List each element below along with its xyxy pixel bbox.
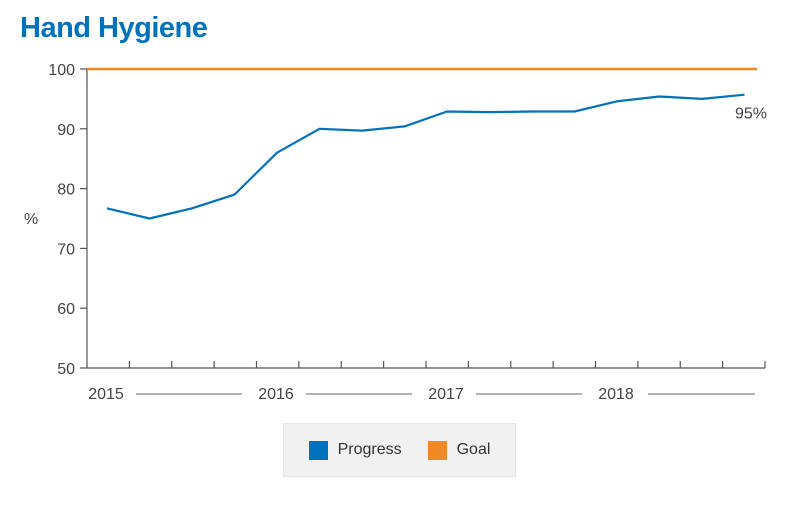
progress-series-line [106, 93, 745, 220]
chart-title: Hand Hygiene [20, 12, 208, 44]
legend-label-goal: Goal [456, 441, 491, 458]
x-tick-label-2015: 2015 [88, 386, 124, 403]
x-tick-label-2017: 2017 [428, 386, 464, 403]
y-tick-label-70: 70 [57, 241, 75, 258]
chart-legend: Progress Goal [283, 423, 516, 477]
line-chart: 50 60 70 80 90 100% 2015 2016 2017 2018 95% [24, 62, 767, 403]
x-tick-label-2018: 2018 [598, 386, 634, 403]
y-axis-label: % [24, 211, 38, 228]
y-tick-label-90: 90 [57, 122, 75, 139]
y-tick-label-50: 50 [57, 361, 75, 378]
y-tick-label-60: 60 [57, 301, 75, 318]
x-tick-label-2016: 2016 [258, 386, 294, 403]
legend-swatch-progress [308, 440, 328, 460]
legend-swatch-goal [427, 440, 447, 460]
progress-end-label: 95% [735, 106, 767, 123]
y-tick-label-80: 80 [57, 182, 75, 199]
y-tick-label-100: 100 [48, 62, 75, 79]
legend-label-progress: Progress [337, 441, 402, 458]
legend-item-goal: Goal [427, 440, 491, 460]
legend-item-progress: Progress [308, 440, 402, 460]
